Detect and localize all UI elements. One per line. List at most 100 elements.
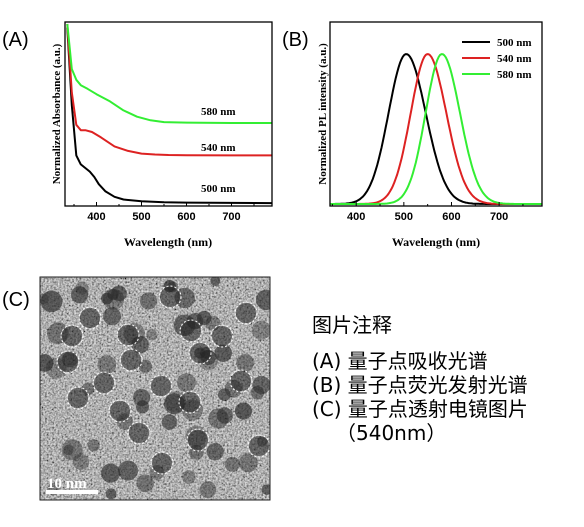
panel-b-label: (B): [282, 29, 309, 51]
tem-particle-outline: [178, 390, 202, 414]
panel-b-series-group: [330, 53, 542, 205]
tem-particle: [72, 453, 90, 470]
tem-particle-outline: [119, 348, 143, 372]
tem-particle-outline: [60, 324, 84, 348]
tem-particle: [61, 439, 83, 461]
tem-particle: [105, 488, 117, 500]
panel-a-axes-frame: [64, 21, 273, 207]
panel-a-annotation-540: 540 nm: [201, 142, 236, 154]
tem-particle: [236, 353, 255, 372]
tem-particle: [62, 326, 82, 346]
tem-particle: [110, 401, 130, 421]
tem-particle: [139, 292, 158, 310]
tem-particle: [40, 293, 49, 305]
tem-particle: [97, 355, 117, 374]
x-tick-label: 400: [347, 211, 365, 223]
tem-particle: [103, 307, 122, 326]
absorbance-series-500-nm: [66, 27, 272, 205]
tem-particle: [136, 474, 155, 493]
tem-particle: [218, 388, 231, 401]
tem-particle-outline: [66, 386, 90, 410]
panel-c: (C) 10 nm: [2, 276, 271, 501]
panel-b-x-ticks: 400 500 600 700: [331, 202, 524, 223]
absorbance-series-540-nm: [66, 23, 272, 157]
panel-a-x-ticks: 400 500 600 700: [73, 202, 255, 223]
tem-particle-group: [40, 277, 270, 500]
tem-particle: [138, 359, 152, 373]
tem-particle: [80, 308, 100, 328]
tem-particle: [63, 444, 74, 456]
tem-particle: [151, 376, 171, 396]
tem-particle-outline: [108, 399, 132, 423]
panel-b-legend: 500 nm 540 nm 580 nm: [462, 37, 532, 81]
panel-a-series-group: [66, 23, 272, 205]
x-tick-label: 700: [222, 211, 240, 223]
caption-line-b: (B) 量子点荧光发射光谱: [312, 373, 528, 397]
legend-label: 500 nm: [497, 37, 532, 49]
x-tick-label: 500: [132, 211, 150, 223]
panel-b-x-axis-label: Wavelength (nm): [392, 235, 480, 249]
tem-particle: [161, 414, 178, 430]
legend-label: 580 nm: [497, 69, 532, 81]
tem-particle: [256, 289, 270, 310]
tem-particle: [40, 290, 63, 313]
tem-particle: [129, 423, 149, 443]
tem-particle: [252, 375, 270, 395]
tem-particle: [118, 325, 138, 345]
tem-particle-outline: [179, 319, 203, 343]
tem-image: [39, 276, 271, 501]
panel-a: (A) 400 500 600 700 580 nm 540 nm 500 nm Wa…: [2, 21, 273, 249]
tem-particle: [152, 453, 172, 473]
x-tick-label: 400: [87, 211, 105, 223]
tem-particle-outline: [149, 374, 173, 398]
tem-particle-outline: [229, 369, 253, 393]
legend-label: 540 nm: [497, 53, 532, 65]
tem-particle: [181, 321, 201, 341]
panel-a-label: (A): [2, 29, 29, 51]
x-tick-label: 600: [442, 211, 460, 223]
tem-particle: [107, 288, 119, 301]
x-tick-label: 700: [490, 211, 508, 223]
tem-particle-outline: [78, 306, 102, 330]
panel-a-y-axis-label: Normalized Absorbance (a.u.): [51, 43, 63, 184]
panel-b: (B) 400 500 600 700 500 nm 540 nm 580 nm Wave…: [282, 21, 543, 249]
caption-line-a: (A) 量子点吸收光谱: [312, 349, 488, 373]
tem-particle: [182, 470, 196, 484]
tem-particle: [212, 326, 232, 346]
tem-particle-outline: [188, 341, 212, 365]
tem-particle: [231, 371, 251, 391]
tem-particle: [94, 373, 114, 393]
x-tick-label: 600: [177, 211, 195, 223]
tem-particle: [160, 287, 180, 307]
tem-particle: [224, 456, 240, 472]
tem-particle: [180, 392, 200, 412]
x-tick-label: 500: [395, 211, 413, 223]
tem-particle-outline: [247, 434, 270, 458]
tem-particle: [121, 350, 141, 370]
tem-particle-outline: [56, 350, 80, 374]
tem-particle: [249, 436, 269, 456]
absorbance-series-580-nm: [66, 23, 272, 124]
tem-particle-outline: [116, 323, 140, 347]
figure-caption: 图片注释 (A) 量子点吸收光谱 (B) 量子点荧光发射光谱 (C) 量子点透射…: [312, 313, 580, 445]
panel-b-y-axis-label: Normalized PL intensity (a.u.): [317, 43, 329, 185]
tem-particle: [87, 439, 100, 452]
tem-particle: [176, 373, 196, 393]
scale-bar-label: 10 nm: [47, 476, 87, 492]
tem-particle: [236, 303, 256, 323]
tem-particle: [100, 463, 121, 483]
tem-particle: [58, 352, 78, 372]
panel-a-annotation-500: 500 nm: [201, 183, 236, 195]
panel-a-x-axis-label: Wavelength (nm): [124, 235, 212, 249]
tem-particle-outline: [234, 301, 258, 325]
tem-particle-outline: [127, 421, 151, 445]
tem-particle: [190, 343, 210, 363]
tem-particle: [214, 344, 233, 362]
caption-title: 图片注释: [312, 313, 392, 337]
tem-particle-outline: [186, 428, 210, 452]
tem-particle: [75, 281, 89, 295]
tem-particle: [146, 329, 158, 341]
scale-bar: [46, 490, 98, 494]
panel-c-label: (C): [2, 289, 30, 311]
tem-particle-outline: [210, 324, 234, 348]
